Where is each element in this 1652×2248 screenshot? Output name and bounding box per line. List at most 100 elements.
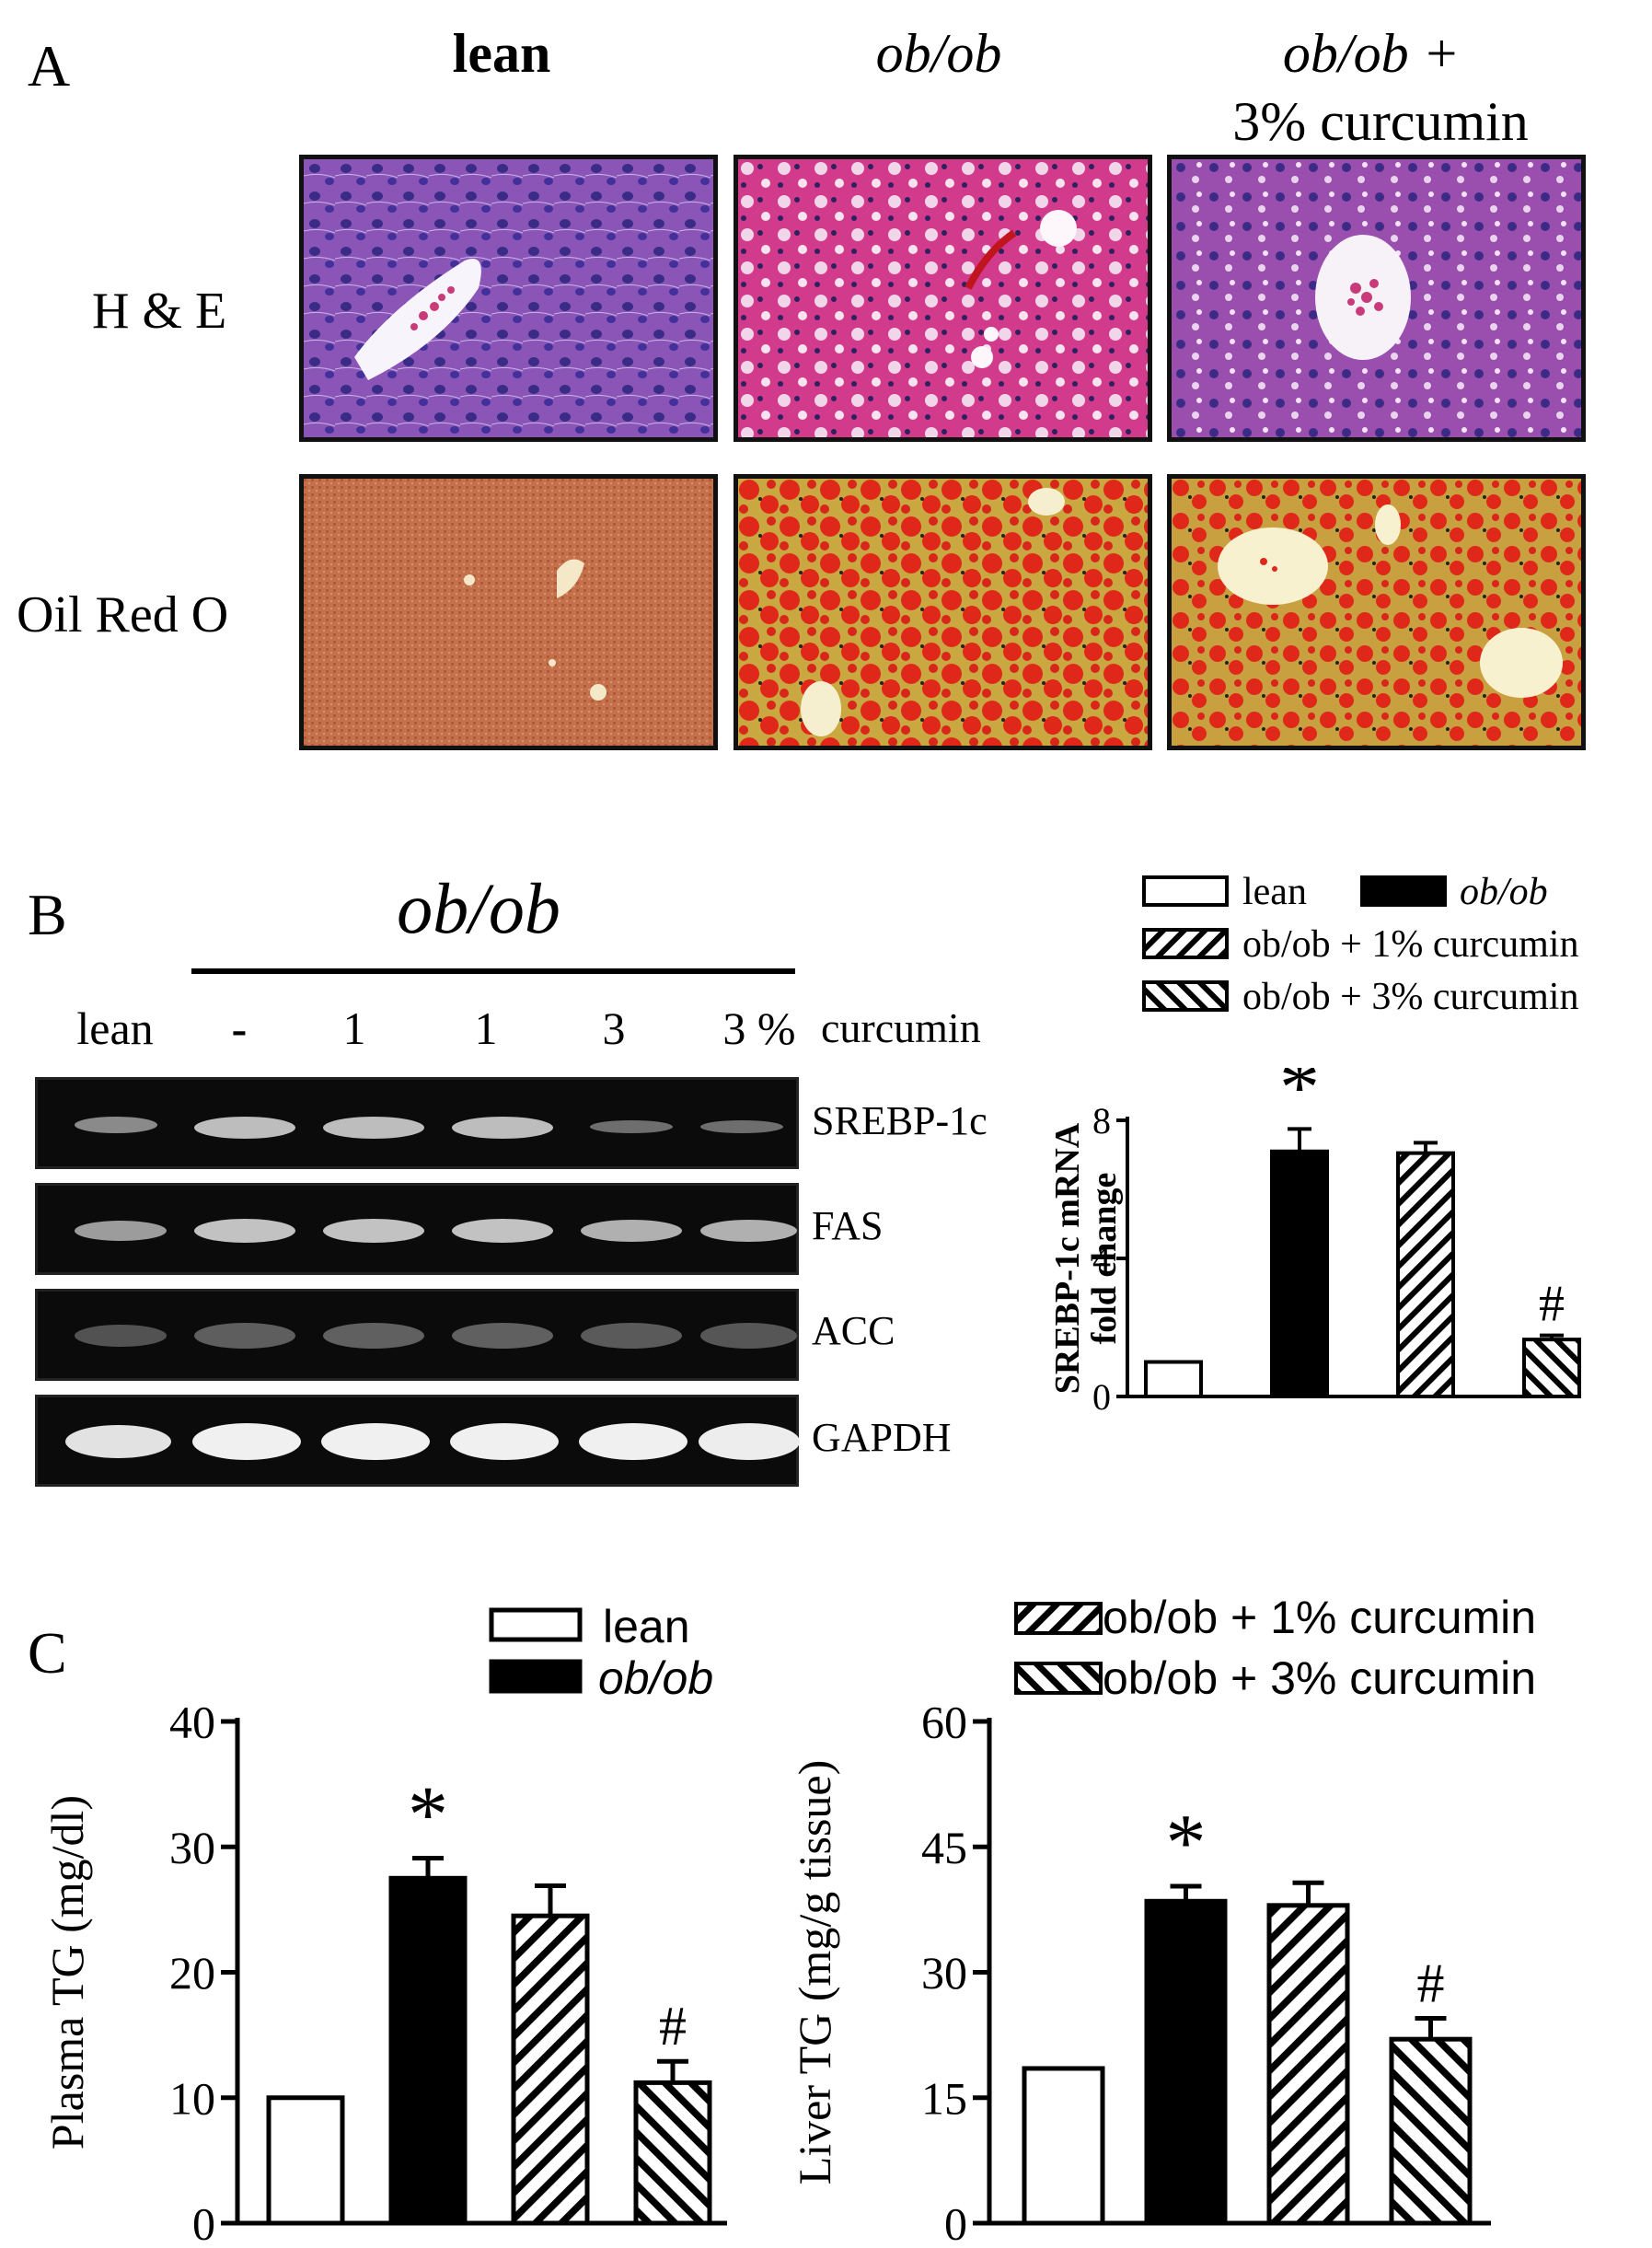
y-tick-label: 0 <box>192 2198 215 2247</box>
y-tick-label: 20 <box>169 1947 215 1999</box>
lane-label-2: - <box>231 1002 248 1054</box>
gel-band <box>700 1323 797 1349</box>
gel-band <box>452 1117 553 1139</box>
micrograph-oro-lean <box>299 474 718 750</box>
bar-1 <box>1022 2066 1105 2226</box>
legend-c-swatch-lean <box>489 1607 583 1642</box>
lane-label-1: lean <box>76 1002 154 1054</box>
legend-b-label-3pct: ob/ob + 3% curcumin <box>1242 976 1579 1018</box>
gel-band <box>75 1221 167 1241</box>
significance-label: # <box>659 1996 687 2057</box>
gel-srebp1c <box>35 1077 799 1169</box>
y-tick-label: 30 <box>169 1822 215 1873</box>
gene-label-acc: ACC <box>812 1308 895 1353</box>
legend-c-label-1pct: ob/ob + 1% curcumin <box>1103 1592 1537 1643</box>
legend-panel-c-right <box>1014 1602 1103 1695</box>
gel-band <box>700 1120 783 1133</box>
gel-band <box>194 1117 295 1139</box>
legend-b-label-lean: lean <box>1242 871 1307 913</box>
legend-c-label-lean: lean <box>603 1601 690 1652</box>
micrograph-he-obob <box>734 155 1152 442</box>
bar-4 <box>633 2080 712 2226</box>
panel-letter-b: B <box>28 882 67 947</box>
bar-4 <box>1522 1338 1581 1398</box>
significance-label: # <box>1539 1276 1565 1333</box>
lane-label-3: 1 <box>342 1002 366 1054</box>
legend-panel-b <box>1142 875 1447 1012</box>
lane-label-6: 3 % <box>722 1002 796 1054</box>
y-tick-label: 40 <box>169 1697 215 1748</box>
lane-unit-label: curcumin <box>821 1004 981 1051</box>
gel-band <box>323 1323 424 1349</box>
gel-band <box>452 1323 553 1349</box>
gene-label-gapdh: GAPDH <box>812 1415 952 1460</box>
legend-swatch-lean <box>1142 875 1229 907</box>
significance-label: * <box>1279 1068 1320 1132</box>
lane-label-4: 1 <box>474 1002 498 1054</box>
significance-label: # <box>1417 1953 1445 2013</box>
y-tick-label: 0 <box>1092 1376 1111 1418</box>
legend-c-swatch-1pct <box>1014 1602 1103 1635</box>
gel-band <box>450 1423 559 1460</box>
gel-band <box>194 1323 295 1349</box>
bar-2 <box>1270 1149 1329 1398</box>
gel-band <box>323 1219 424 1243</box>
gene-label-srebp1c: SREBP-1c <box>812 1098 988 1143</box>
bar-3 <box>1396 1151 1455 1398</box>
bar-3 <box>511 1913 590 2226</box>
legend-swatch-1pct <box>1142 928 1229 959</box>
bar-2 <box>1144 1898 1228 2226</box>
gel-gapdh <box>35 1395 800 1487</box>
y-tick-label: 45 <box>921 1822 967 1873</box>
gel-band <box>194 1219 295 1243</box>
legend-b-label-1pct: ob/ob + 1% curcumin <box>1242 923 1579 966</box>
micrograph-oro-obob <box>734 474 1152 750</box>
column-header-curcumin: 3% curcumin <box>1232 91 1529 152</box>
gel-band <box>590 1120 673 1133</box>
gel-fas <box>35 1183 799 1275</box>
legend-c-swatch-obob <box>489 1659 583 1694</box>
gel-band <box>75 1117 157 1133</box>
gel-acc <box>35 1289 799 1381</box>
legend-b-label-obob: ob/ob <box>1460 871 1548 913</box>
panel-letter-a: A <box>28 33 71 98</box>
row-header-oil-red-o: Oil Red O <box>17 586 229 643</box>
gene-label-fas: FAS <box>812 1203 884 1248</box>
gel-band <box>581 1323 682 1349</box>
gel-band <box>321 1423 430 1460</box>
micrograph-he-lean <box>299 155 718 442</box>
bar-1 <box>1144 1360 1203 1398</box>
gel-band <box>579 1423 687 1460</box>
bar-1 <box>266 2095 345 2226</box>
gel-band <box>699 1423 800 1460</box>
y-tick-label: 30 <box>921 1947 967 1999</box>
column-header-lean: lean <box>452 23 551 84</box>
column-header-obob-plus-text: ob/ob + <box>1282 23 1461 84</box>
gel-band <box>65 1425 171 1458</box>
y-tick-label: 15 <box>921 2072 967 2124</box>
gel-band <box>323 1117 424 1139</box>
gel-band <box>452 1219 553 1243</box>
significance-label: * <box>1166 1799 1207 1888</box>
bar-2 <box>388 1875 468 2226</box>
gel-band <box>75 1325 167 1347</box>
bar-3 <box>1266 1903 1350 2226</box>
significance-label: * <box>408 1771 448 1860</box>
y-tick-label: 0 <box>944 2198 967 2247</box>
gel-group-label: ob/ob <box>397 868 560 948</box>
legend-c-label-3pct: ob/ob + 3% curcumin <box>1103 1652 1537 1704</box>
y-tick-label: 4 <box>1092 1238 1111 1280</box>
gel-group-bar <box>191 968 795 974</box>
bar-4 <box>1389 2036 1473 2226</box>
lane-label-5: 3 <box>602 1002 626 1054</box>
micrograph-he-obob-3pct <box>1167 155 1586 442</box>
legend-c-swatch-3pct <box>1014 1662 1103 1695</box>
row-header-he: H & E <box>92 283 227 340</box>
column-header-obob: ob/ob <box>875 23 1002 84</box>
legend-swatch-obob <box>1360 875 1447 907</box>
gel-band <box>581 1220 682 1242</box>
chart-plasma-tg: 0 10 20 30 40 Plasma TG (mg/dl) * # <box>41 1697 727 2247</box>
panel-letter-c: C <box>28 1620 67 1686</box>
y-axis-label: Liver TG (mg/g tissue) <box>791 1760 840 2185</box>
